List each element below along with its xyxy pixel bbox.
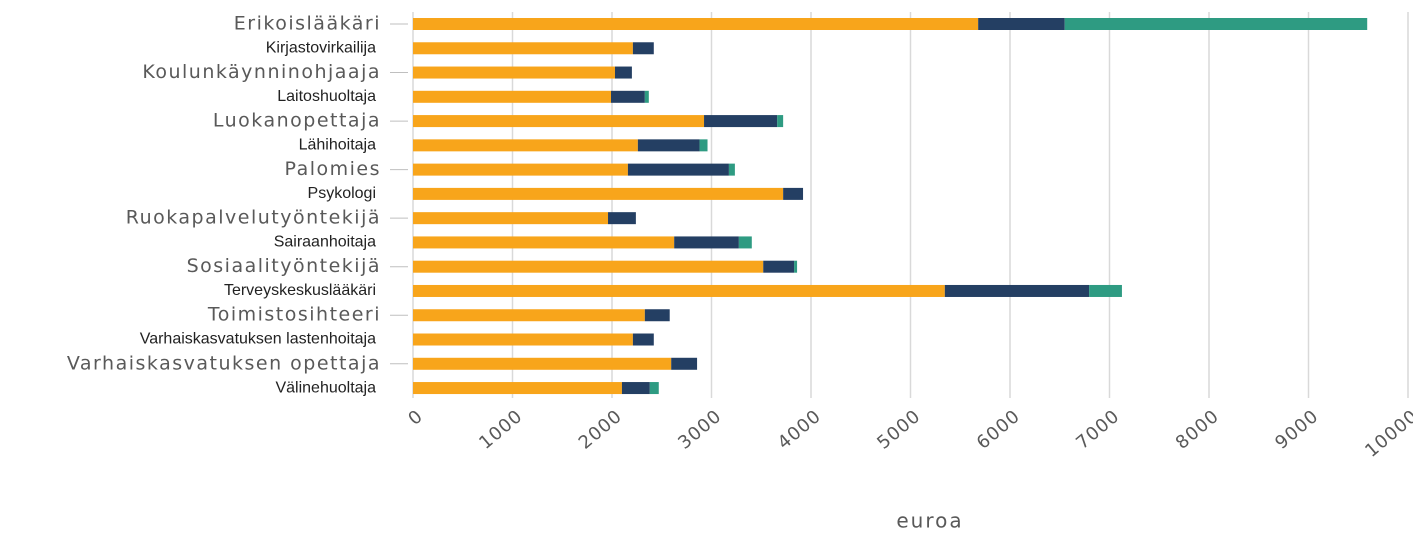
y-tick-label: Sairaanhoitaja (274, 234, 376, 251)
y-tick-label: Laitoshuoltaja (277, 88, 376, 105)
bar-segment (413, 260, 764, 273)
bar-segment (674, 236, 739, 249)
x-tick-label: 4000 (774, 406, 826, 454)
bar-segment (608, 212, 636, 225)
bar-segment (637, 139, 700, 152)
y-tick-label: Ruokapalvelutyöntekijä (126, 207, 381, 229)
x-axis-label: euroa (896, 509, 963, 533)
y-tick-label: Varhaiskasvatuksen lastenhoitaja (140, 331, 376, 348)
bar-segment (1064, 18, 1368, 30)
bar-segment (614, 66, 632, 79)
x-tick-label: 6000 (973, 406, 1025, 454)
bar-segment (621, 382, 650, 395)
bar-segment (671, 357, 698, 370)
bar-segment (1089, 284, 1122, 297)
y-tick-label: Psykologi (308, 185, 376, 202)
bar-segment (413, 212, 609, 225)
y-tick-label: Sosiaalityöntekijä (187, 255, 381, 277)
x-tick-label: 0 (404, 406, 427, 430)
y-tick-label: Välinehuoltaja (275, 379, 376, 396)
bar-segment (413, 187, 784, 200)
y-tick-label: Luokanopettaja (213, 110, 381, 132)
x-tick-label: 5000 (873, 406, 925, 454)
bar-segment (704, 115, 778, 128)
y-tick-label: Toimistosihteeri (207, 304, 381, 326)
bar-segment (632, 333, 654, 346)
bar-segment (413, 66, 615, 79)
bar-segment (413, 357, 672, 370)
bar-segment (649, 382, 659, 395)
bar-segment (413, 284, 945, 297)
bar-segment (413, 163, 628, 176)
y-tick-label: Varhaiskasvatuksen opettaja (67, 352, 381, 374)
bar-segment (413, 90, 612, 103)
bar-segment (413, 42, 633, 55)
bar-segment (644, 90, 649, 103)
x-tick-label: 3000 (674, 406, 726, 454)
y-tick-label: Lähihoitaja (299, 137, 377, 154)
y-tick-label: Palomies (284, 158, 381, 180)
bar-segment (644, 309, 670, 322)
x-tick-label: 9000 (1271, 406, 1323, 454)
x-tick-label: 10000 (1361, 406, 1413, 462)
y-tick-label: Terveyskeskuslääkäri (224, 282, 376, 299)
x-tick-label: 2000 (575, 406, 627, 454)
bar-segment (783, 187, 804, 200)
bar-segment (413, 382, 622, 395)
x-tick-label: 8000 (1172, 406, 1224, 454)
bar-segment (794, 260, 798, 273)
bar-segment (627, 163, 729, 176)
y-tick-label: Koulunkäynninohjaaja (142, 61, 381, 83)
y-tick-label: Kirjastovirkailija (266, 39, 376, 56)
bar-segment (632, 42, 654, 55)
y-tick-label: Erikoislääkäri (234, 13, 381, 35)
bar-segment (413, 333, 633, 346)
bar-segment (413, 115, 705, 128)
bar-segment (777, 115, 784, 128)
bar-segment (699, 139, 708, 152)
bar-segment (413, 309, 645, 322)
bar-segment (978, 18, 1065, 30)
bar-segment (738, 236, 752, 249)
bar-segment (611, 90, 645, 103)
x-tick-label: 1000 (475, 406, 527, 454)
bar-segment (413, 236, 675, 249)
bar-segment (944, 284, 1090, 297)
bar-segment (413, 139, 638, 152)
bar-segment (763, 260, 795, 273)
x-tick-label: 7000 (1072, 406, 1124, 454)
bar-segment (728, 163, 735, 176)
bar-segment (413, 18, 979, 30)
